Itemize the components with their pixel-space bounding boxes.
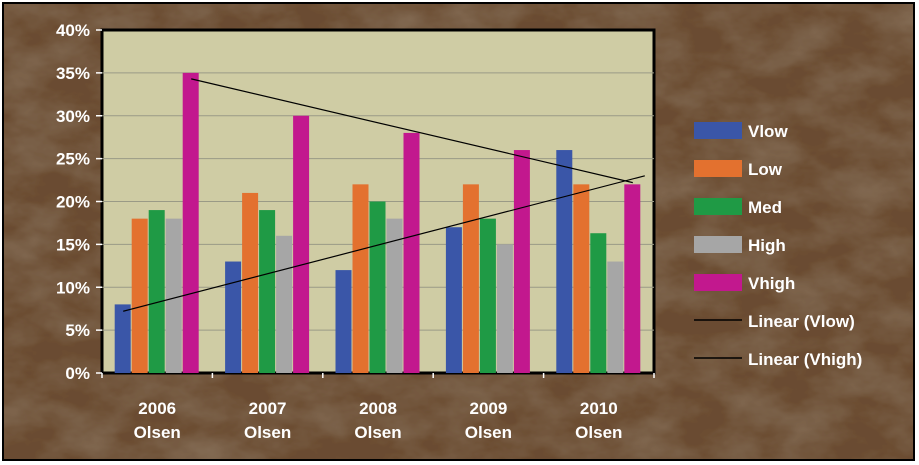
bar-vhigh bbox=[182, 72, 199, 373]
legend: Vlow Low Med High Vhigh Linear (Vlow) Linear (… bbox=[694, 122, 862, 369]
bar-high bbox=[607, 261, 624, 373]
bar-high bbox=[165, 218, 182, 373]
bars-group bbox=[114, 72, 641, 373]
trendlines-group bbox=[123, 78, 645, 312]
chart-svg: 0% 5% 10% 15% 20% 25% 30% 35% 40% 2006 Olsen 2007 Ol… bbox=[4, 4, 913, 459]
bar-vhigh bbox=[293, 115, 310, 373]
trendline-vlow bbox=[123, 175, 645, 312]
x-tick-label: Olsen bbox=[244, 423, 291, 442]
bar-low bbox=[573, 184, 590, 373]
y-tick-label: 10% bbox=[56, 278, 90, 297]
bar-low bbox=[352, 184, 369, 373]
y-tick-label: 30% bbox=[56, 107, 90, 126]
legend-label: Linear (Vhigh) bbox=[748, 350, 862, 369]
x-tick-label: 2008 bbox=[359, 399, 397, 418]
x-tick-label: 2009 bbox=[469, 399, 507, 418]
bar-high bbox=[276, 235, 293, 373]
bar-vlow bbox=[225, 261, 242, 373]
x-tick-label: 2010 bbox=[580, 399, 618, 418]
legend-swatch-vlow bbox=[694, 122, 742, 139]
bar-vhigh bbox=[624, 184, 641, 373]
legend-label: Med bbox=[748, 198, 782, 217]
bar-high bbox=[496, 244, 513, 373]
bar-vlow bbox=[335, 270, 352, 373]
legend-swatch-vhigh bbox=[694, 274, 742, 291]
x-tick-label: Olsen bbox=[134, 423, 181, 442]
y-tick-label: 40% bbox=[56, 21, 90, 40]
legend-label: Low bbox=[748, 160, 783, 179]
y-tick-label: 35% bbox=[56, 64, 90, 83]
bar-high bbox=[386, 218, 403, 373]
bar-med bbox=[259, 210, 276, 373]
trendline-vhigh bbox=[191, 78, 633, 184]
bar-vlow bbox=[445, 227, 462, 373]
bar-med bbox=[590, 233, 607, 373]
bar-med bbox=[369, 201, 386, 373]
legend-label: Vlow bbox=[748, 122, 788, 141]
bar-vhigh bbox=[403, 132, 420, 373]
x-tick-label: Olsen bbox=[575, 423, 622, 442]
x-tick-label: 2006 bbox=[138, 399, 176, 418]
x-tick-label: Olsen bbox=[465, 423, 512, 442]
y-tick-label: 0% bbox=[65, 364, 90, 383]
y-tick-label: 5% bbox=[65, 321, 90, 340]
legend-label: Linear (Vlow) bbox=[748, 312, 855, 331]
legend-swatch-med bbox=[694, 198, 742, 215]
bar-vhigh bbox=[513, 150, 530, 373]
bar-vlow bbox=[556, 150, 573, 373]
bar-low bbox=[462, 184, 479, 373]
y-tick-label: 15% bbox=[56, 235, 90, 254]
y-tick-label: 25% bbox=[56, 150, 90, 169]
bar-med bbox=[479, 218, 496, 373]
bar-vlow bbox=[114, 304, 131, 373]
axes-group: 0% 5% 10% 15% 20% 25% 30% 35% 40% 2006 Olsen 2007 Ol… bbox=[56, 21, 655, 442]
bar-med bbox=[148, 210, 165, 373]
legend-swatch-low bbox=[694, 160, 742, 177]
bar-low bbox=[242, 192, 259, 373]
x-tick-label: Olsen bbox=[354, 423, 401, 442]
legend-label: High bbox=[748, 236, 786, 255]
legend-swatch-high bbox=[694, 236, 742, 253]
bar-low bbox=[131, 218, 148, 373]
legend-label: Vhigh bbox=[748, 274, 795, 293]
y-tick-label: 20% bbox=[56, 193, 90, 212]
x-tick-label: 2007 bbox=[249, 399, 287, 418]
